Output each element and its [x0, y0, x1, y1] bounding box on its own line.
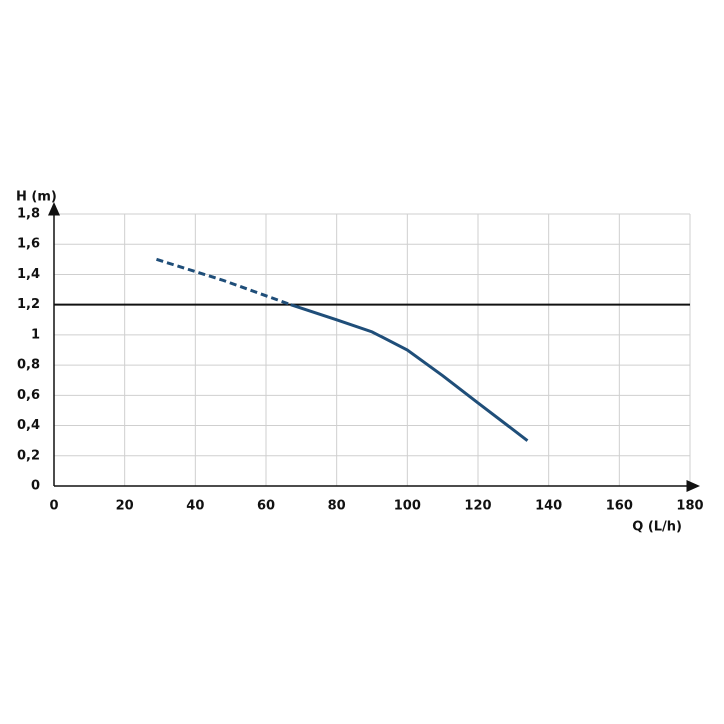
x-tick-label: 40: [186, 499, 204, 514]
y-tick-label: 1,8: [17, 207, 40, 222]
x-tick-label: 160: [606, 499, 633, 514]
x-tick-label: 20: [116, 499, 134, 514]
x-tick-label: 180: [676, 499, 703, 514]
y-axis-label: H (m): [16, 190, 57, 205]
y-tick-label: 1,6: [17, 237, 40, 252]
y-tick-label: 0,8: [17, 358, 40, 373]
x-tick-label: 100: [394, 499, 421, 514]
y-tick-label: 1: [31, 327, 40, 342]
x-tick-label: 140: [535, 499, 562, 514]
y-tick-label: 1,4: [17, 267, 40, 282]
x-tick-label: 60: [257, 499, 275, 514]
y-tick-label: 0: [31, 479, 40, 494]
x-axis-label: Q (L/h): [632, 520, 682, 535]
y-tick-label: 0,4: [17, 418, 40, 433]
curve: [290, 303, 529, 442]
y-tick-label: 1,2: [17, 297, 40, 312]
x-tick-label: 0: [49, 499, 58, 514]
y-tick-label: 0,6: [17, 388, 40, 403]
y-tick-label: 0,2: [17, 448, 40, 463]
x-tick-label: 80: [328, 499, 346, 514]
curve: [156, 257, 292, 307]
x-tick-label: 120: [464, 499, 491, 514]
